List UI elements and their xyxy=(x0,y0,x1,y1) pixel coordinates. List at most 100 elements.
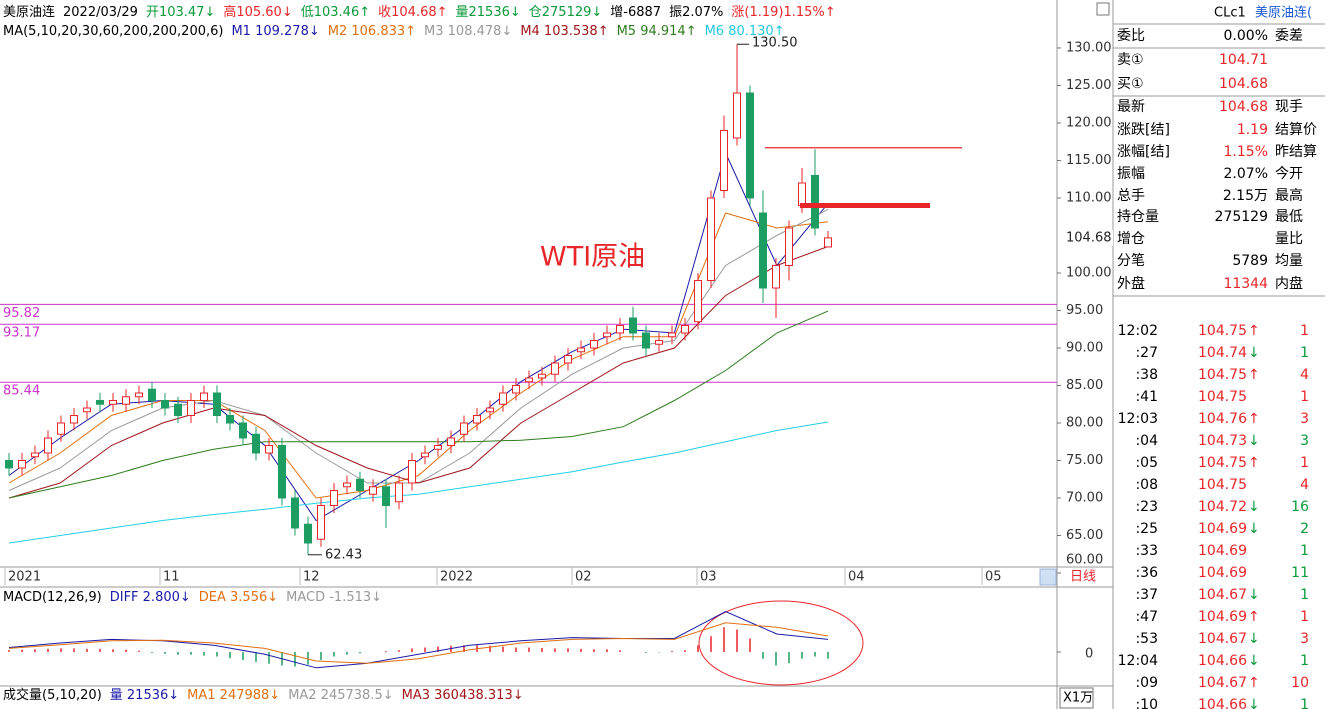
tick-arrow: ↑ xyxy=(1248,323,1260,339)
candle-body xyxy=(564,354,572,364)
tick-price: 104.69 xyxy=(1198,543,1247,559)
header-item: 美原油连 xyxy=(3,4,55,20)
quote-label2: 昨结算 xyxy=(1275,144,1317,160)
y-tick-label: 75.00 xyxy=(1066,453,1103,468)
candle-body xyxy=(694,279,702,323)
quote-label: 买① xyxy=(1117,76,1144,92)
candle-body xyxy=(720,129,728,191)
volume-item: 成交量(5,10,20) xyxy=(3,687,102,703)
tick-volume: 3 xyxy=(1300,433,1309,449)
y-tick-label: 120.00 xyxy=(1066,115,1112,130)
tick-volume: 1 xyxy=(1300,653,1309,669)
volume-item: MA1 247988↓ xyxy=(187,688,280,703)
tick-time: :33 xyxy=(1135,543,1158,559)
last-price: 104.68 xyxy=(1066,230,1112,245)
tick-arrow: ↓ xyxy=(1248,521,1260,537)
tick-arrow: ↑ xyxy=(1248,675,1260,691)
candle-body xyxy=(213,392,221,416)
tick-price: 104.75 xyxy=(1198,389,1247,405)
y-tick-label: 70.00 xyxy=(1066,490,1103,505)
volume-item-line: 成交量(5,10,20) 量 21536↓ MA1 247988↓ MA2 24573… xyxy=(3,687,524,703)
macd-item-line: MACD(12,26,9) DIFF 2.800↓ DEA 3.556↓ MACD -… xyxy=(3,590,382,605)
candle-body xyxy=(577,347,585,353)
tick-volume: 1 xyxy=(1300,609,1309,625)
candle-body xyxy=(603,332,611,338)
candle-body xyxy=(382,486,390,506)
tick-volume: 1 xyxy=(1300,455,1309,471)
highlight-ellipse xyxy=(698,600,864,686)
candle-body xyxy=(590,339,598,349)
candle-body xyxy=(265,444,273,454)
ma-item-line: MA(5,10,20,30,60,200,200,200,6) M1 109.27… xyxy=(3,24,785,39)
candle-body xyxy=(616,324,624,334)
tick-arrow: ↓ xyxy=(1248,499,1260,515)
tick-arrow: ↓ xyxy=(1248,587,1260,603)
candle-body xyxy=(759,212,767,289)
x-tick-label: 05 xyxy=(985,570,1002,585)
candle-body xyxy=(5,459,13,469)
tick-price: 104.67 xyxy=(1198,675,1247,691)
quote-label: 外盘 xyxy=(1117,275,1145,292)
candle-body xyxy=(447,437,455,446)
candle-body xyxy=(824,237,832,248)
quote-value: 2.15万 xyxy=(1223,188,1268,204)
candle-body xyxy=(512,384,520,394)
macd-tick-label: 0 xyxy=(1085,647,1093,662)
header-item: 仓275129↓ xyxy=(529,5,603,20)
x-tick-label: 03 xyxy=(700,570,717,585)
candle-body xyxy=(629,317,637,334)
candle-body xyxy=(291,497,299,529)
quote-label2: 现手 xyxy=(1275,99,1303,115)
candle-body xyxy=(31,452,39,458)
x-tick-label: 11 xyxy=(163,570,180,585)
x-tick-label: 04 xyxy=(848,570,865,585)
tick-arrow: ↑ xyxy=(1248,609,1260,625)
y-tick-label: 95.00 xyxy=(1066,303,1103,318)
candle-body xyxy=(395,482,403,503)
tick-price: 104.75 xyxy=(1198,477,1247,493)
quote-value: 11344 xyxy=(1223,276,1268,292)
x-tick-label: 2021 xyxy=(8,570,41,585)
ma-line xyxy=(8,246,829,499)
y-tick-label: 80.00 xyxy=(1066,415,1103,430)
tick-volume: 10 xyxy=(1291,675,1309,691)
tick-price: 104.76 xyxy=(1198,411,1247,427)
quote-label2: 最高 xyxy=(1275,187,1303,204)
quote-value: 2.07% xyxy=(1224,166,1268,182)
candle-body xyxy=(135,392,143,398)
scroll-button[interactable] xyxy=(1039,568,1057,586)
candle-body xyxy=(57,422,65,435)
ma-line xyxy=(8,212,829,499)
tick-price: 104.75 xyxy=(1198,455,1247,471)
tick-volume: 3 xyxy=(1300,411,1309,427)
candle-body xyxy=(200,392,208,401)
quote-value: 0.00% xyxy=(1224,28,1268,44)
tick-arrow: ↑ xyxy=(1248,367,1260,383)
y-tick-label: 65.00 xyxy=(1066,528,1103,543)
tick-volume: 1 xyxy=(1300,345,1309,361)
tick-price: 104.75 xyxy=(1198,323,1247,339)
tick-time: :38 xyxy=(1135,367,1158,383)
header-item: 低103.46↑ xyxy=(301,5,370,20)
period-label: 日线 xyxy=(1070,570,1096,585)
tick-volume: 1 xyxy=(1300,587,1309,603)
candle-body xyxy=(486,407,494,413)
candle-body xyxy=(44,437,52,454)
candle-body xyxy=(707,197,715,281)
y-tick-label: 60.00 xyxy=(1066,553,1103,568)
candle-body xyxy=(473,414,481,424)
tick-time: :37 xyxy=(1135,587,1158,603)
volume-item: MA2 245738.5↓ xyxy=(288,688,393,703)
tick-time: :23 xyxy=(1135,499,1158,515)
tick-volume: 11 xyxy=(1291,565,1309,581)
tick-price: 104.75 xyxy=(1198,367,1247,383)
candle-body xyxy=(148,388,156,401)
candle-body xyxy=(356,478,364,491)
unit-box xyxy=(1059,687,1094,709)
menu-icon[interactable] xyxy=(1096,2,1110,16)
tick-price: 104.66 xyxy=(1198,653,1247,669)
candle-body xyxy=(811,174,819,229)
tick-volume: 1 xyxy=(1300,697,1309,709)
volume-unit: X1万 xyxy=(1063,691,1093,706)
